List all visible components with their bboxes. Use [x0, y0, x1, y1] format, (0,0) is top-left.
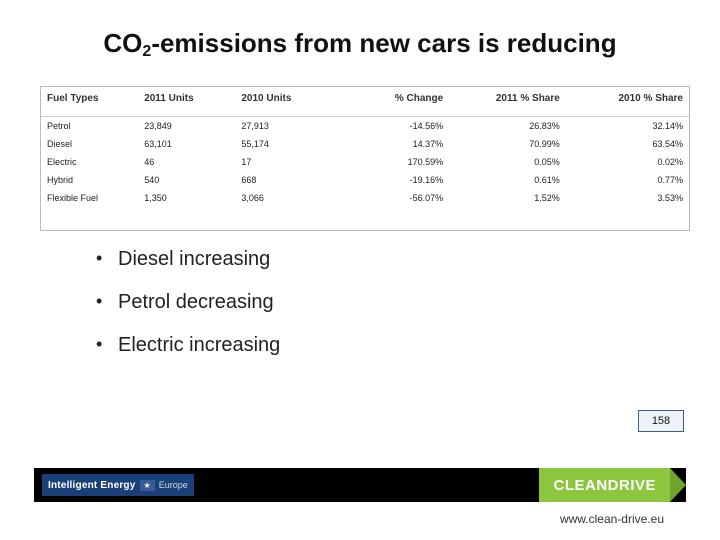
- cell: Electric: [41, 153, 138, 171]
- bullet-item: Petrol decreasing: [96, 291, 616, 314]
- title-sub: 2: [142, 43, 151, 60]
- cell: 668: [235, 171, 332, 189]
- cell: 17: [235, 153, 332, 171]
- cell: 23,849: [138, 117, 235, 136]
- table-row: Diesel 63,101 55,174 14.37% 70.99% 63.54…: [41, 135, 689, 153]
- footer-url: www.clean-drive.eu: [560, 512, 664, 526]
- title-post: -emissions from new cars is reducing: [151, 28, 616, 58]
- col-2010-units: 2010 Units: [235, 87, 332, 117]
- cell: -14.56%: [333, 117, 450, 136]
- cell: -19.16%: [333, 171, 450, 189]
- col-2010-share: 2010 % Share: [566, 87, 689, 117]
- cell: 540: [138, 171, 235, 189]
- cell: 26.83%: [449, 117, 566, 136]
- cell: 70.99%: [449, 135, 566, 153]
- cell: 32.14%: [566, 117, 689, 136]
- slide-title: CO2-emissions from new cars is reducing: [0, 28, 720, 61]
- cell: 14.37%: [333, 135, 450, 153]
- cell: Diesel: [41, 135, 138, 153]
- slide: CO2-emissions from new cars is reducing …: [0, 0, 720, 540]
- page-number: 158: [652, 415, 670, 427]
- table-header-row: Fuel Types 2011 Units 2010 Units % Chang…: [41, 87, 689, 117]
- cell: 63.54%: [566, 135, 689, 153]
- page-number-box: 158: [638, 410, 684, 432]
- cell: 3,066: [235, 189, 332, 207]
- col-fuel-types: Fuel Types: [41, 87, 138, 117]
- cell: 0.77%: [566, 171, 689, 189]
- cleandrive-label: CLEANDRIVE: [539, 468, 670, 502]
- cell: 0.05%: [449, 153, 566, 171]
- cell: 1.52%: [449, 189, 566, 207]
- table-body: Petrol 23,849 27,913 -14.56% 26.83% 32.1…: [41, 117, 689, 208]
- cell: Hybrid: [41, 171, 138, 189]
- col-2011-share: 2011 % Share: [449, 87, 566, 117]
- eu-flag-icon: ★: [140, 480, 155, 491]
- title-pre: CO: [103, 28, 142, 58]
- cell: 0.61%: [449, 171, 566, 189]
- table-row: Petrol 23,849 27,913 -14.56% 26.83% 32.1…: [41, 117, 689, 136]
- table: Fuel Types 2011 Units 2010 Units % Chang…: [41, 87, 689, 207]
- bullet-item: Diesel increasing: [96, 248, 616, 271]
- fuel-types-table: Fuel Types 2011 Units 2010 Units % Chang…: [40, 86, 690, 231]
- cleandrive-badge: CLEANDRIVE: [539, 468, 686, 502]
- cell: 63,101: [138, 135, 235, 153]
- cell: 46: [138, 153, 235, 171]
- ie-label: Intelligent Energy: [48, 480, 136, 491]
- cell: Petrol: [41, 117, 138, 136]
- cell: 55,174: [235, 135, 332, 153]
- cell: 1,350: [138, 189, 235, 207]
- ie-europe: Europe: [159, 480, 188, 490]
- cell: -56.07%: [333, 189, 450, 207]
- cell: 170.59%: [333, 153, 450, 171]
- cell: Flexible Fuel: [41, 189, 138, 207]
- cell: 3.53%: [566, 189, 689, 207]
- table-row: Flexible Fuel 1,350 3,066 -56.07% 1.52% …: [41, 189, 689, 207]
- col-2011-units: 2011 Units: [138, 87, 235, 117]
- bullet-item: Electric increasing: [96, 334, 616, 357]
- table-row: Electric 46 17 170.59% 0.05% 0.02%: [41, 153, 689, 171]
- cell: 27,913: [235, 117, 332, 136]
- bullet-list: Diesel increasing Petrol decreasing Elec…: [96, 248, 616, 377]
- cell: 0.02%: [566, 153, 689, 171]
- arrow-right-icon: [670, 468, 686, 502]
- col-pct-change: % Change: [333, 87, 450, 117]
- table-row: Hybrid 540 668 -19.16% 0.61% 0.77%: [41, 171, 689, 189]
- intelligent-energy-badge: Intelligent Energy ★ Europe: [42, 474, 194, 496]
